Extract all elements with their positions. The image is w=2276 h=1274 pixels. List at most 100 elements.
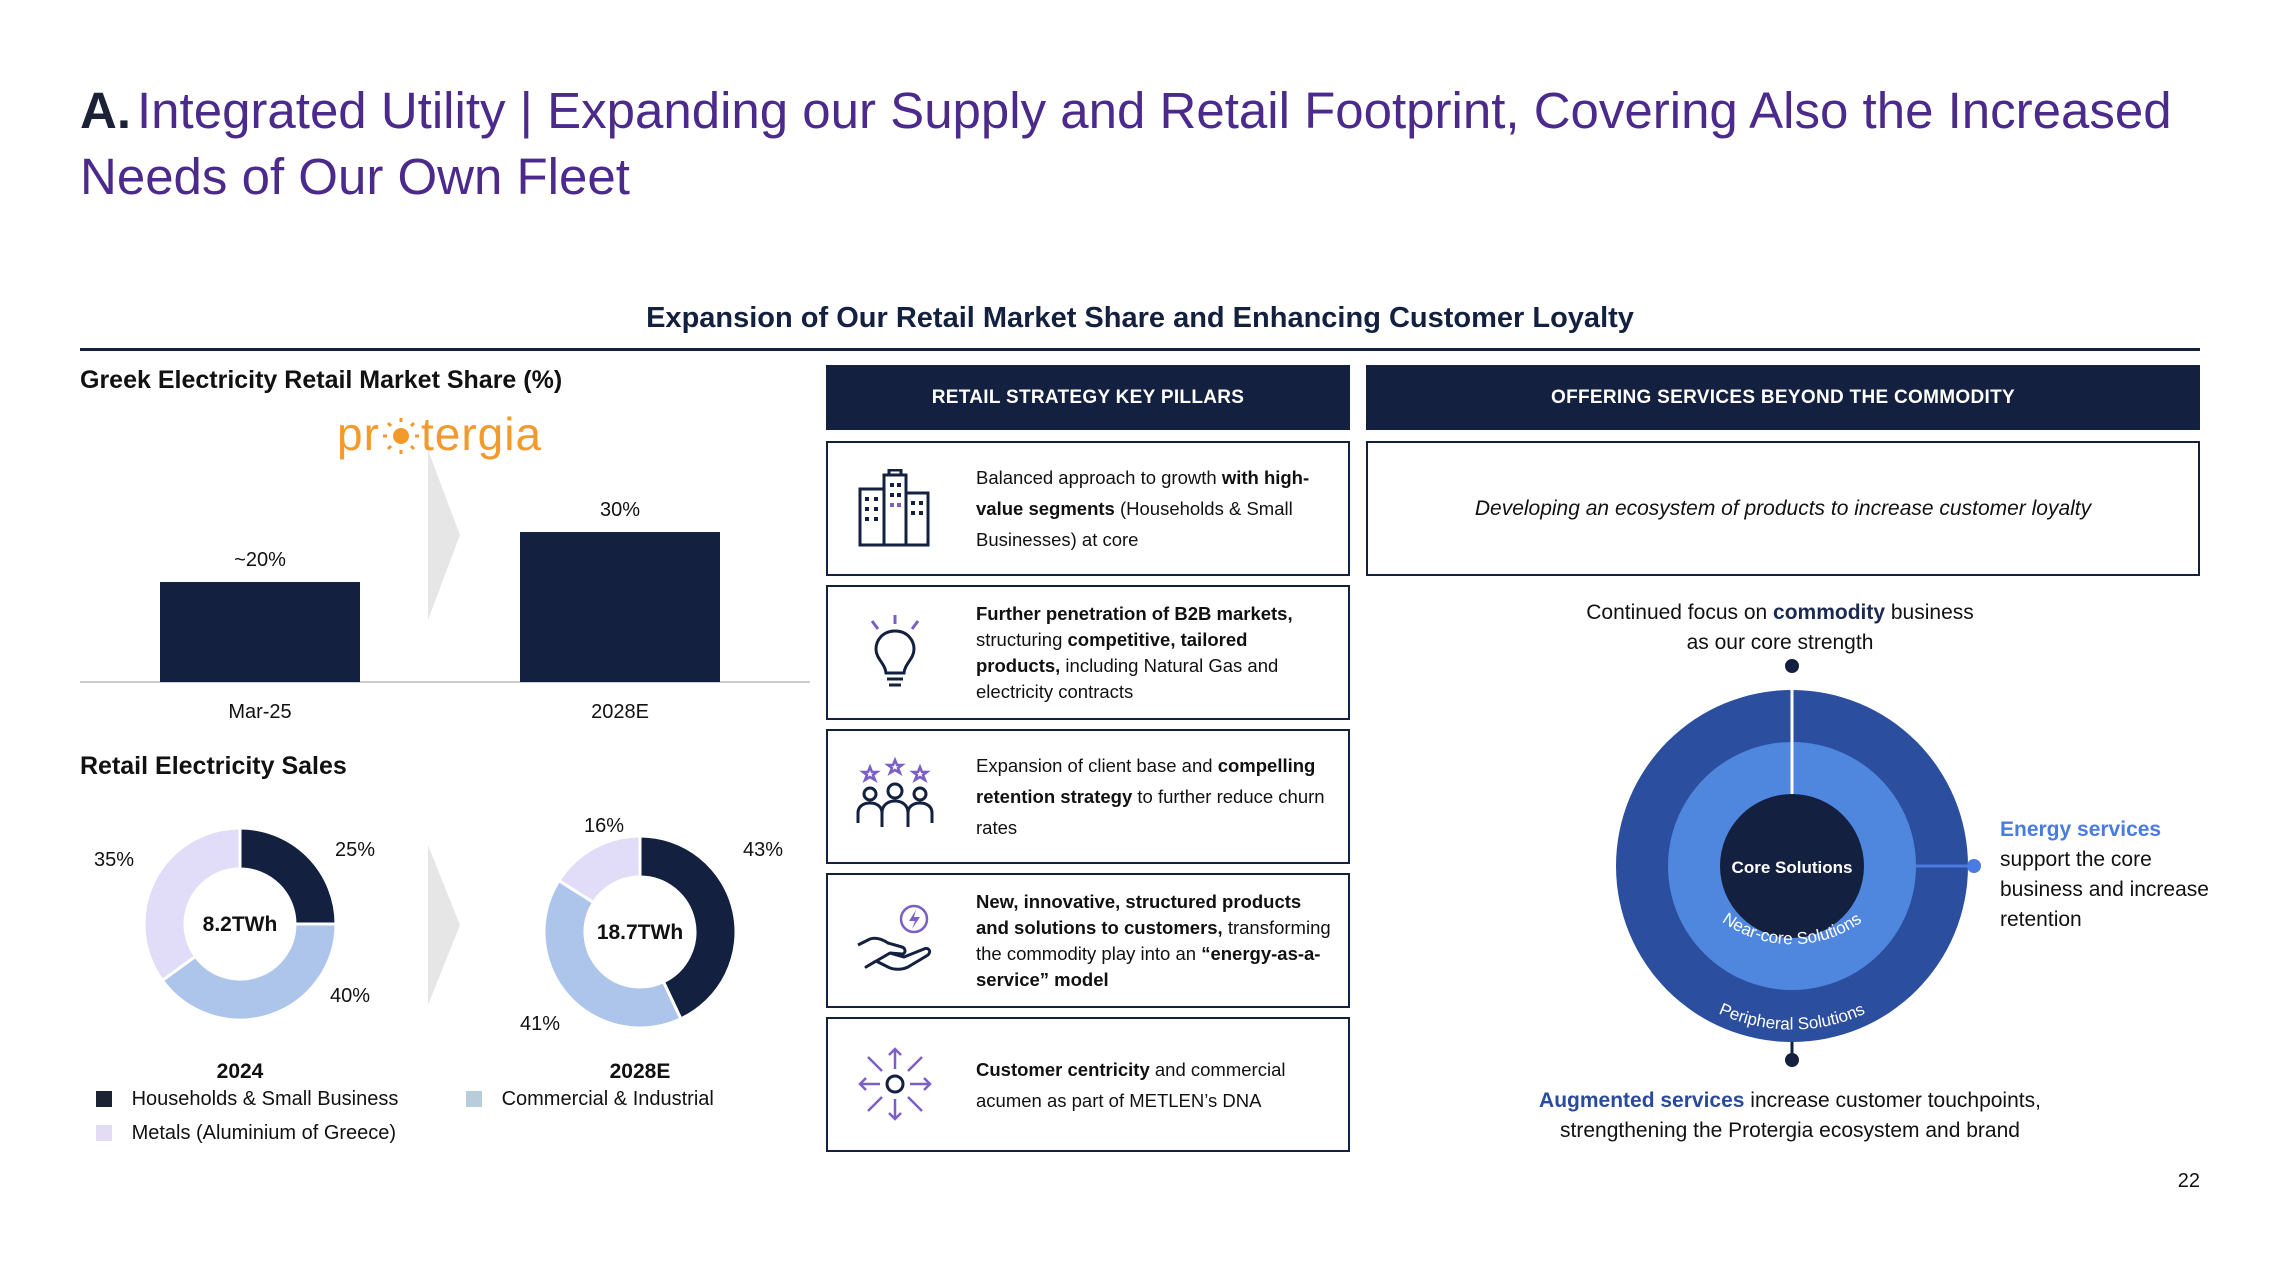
pillar-text-body: Expansion of client base and compelling … <box>976 750 1336 843</box>
pillar-text-bold: Further penetration of B2B markets, <box>976 602 1293 624</box>
pillar-text-regular: structuring <box>976 628 1068 650</box>
customer-centricity-icon <box>858 1047 932 1121</box>
donut-value-label: 35% <box>94 849 134 871</box>
donut-center-label: 18.7TWh <box>597 921 683 944</box>
title-text: Integrated Utility | Expanding our Suppl… <box>80 82 2172 205</box>
retail-sales-donut-charts: 8.2TWh 2024 25% 40% 35% 18.7TWh 2028E 43% 41% 16% <box>94 815 783 1083</box>
chevron-arrow-icon <box>428 845 460 1005</box>
connector-dot-top <box>1785 659 1799 673</box>
pillar-text: Customer centricity and commercial acume… <box>976 1019 1336 1150</box>
pillar-text-regular: Expansion of client base and <box>976 755 1218 776</box>
section-divider <box>80 348 2200 351</box>
slide-title: A. Integrated Utility | Expanding our Sup… <box>80 78 2230 210</box>
connector-dot-bottom <box>1785 1053 1799 1067</box>
energy-hand-icon <box>857 904 932 971</box>
augmented-services-label: Augmented services <box>1539 1089 1745 1112</box>
offering-description: Developing an ecosystem of products to i… <box>1366 441 2200 576</box>
core-circle <box>1720 794 1864 938</box>
bar-value-label: ~20% <box>234 549 286 571</box>
donut-center-label: 8.2TWh <box>203 913 278 936</box>
market-share-heading: Greek Electricity Retail Market Share (%… <box>80 366 563 394</box>
augmented-services-text: increase customer touchpoints, <box>1744 1089 2041 1112</box>
core-solutions-label: Core Solutions <box>1732 858 1853 877</box>
page-number: 22 <box>2177 1170 2200 1192</box>
pillar-card: Customer centricity and commercial acume… <box>826 1017 1350 1152</box>
energy-services-text: support the core business and increase r… <box>2000 848 2209 931</box>
augmented-services-note: Augmented services increase customer tou… <box>1470 1086 2110 1146</box>
energy-services-label: Energy services <box>2000 818 2162 841</box>
legend-label: Metals (Aluminium of Greece) <box>131 1122 397 1144</box>
customers-stars-icon <box>856 757 934 827</box>
pillar-text-bold: New, innovative, structured products and… <box>976 890 1302 938</box>
pillar-text-bold: competitive, tailored products, <box>976 628 1248 676</box>
pillar-text: Balanced approach to growth with high-va… <box>976 443 1336 574</box>
bar-2028E <box>520 532 720 682</box>
pillar-text-bold: Customer centricity <box>976 1058 1150 1080</box>
legend-item-commercial: Commercial & Industrial <box>466 1088 714 1111</box>
commodity-note-line2: as our core strength <box>1686 631 1874 654</box>
pillar-card: Further penetration of B2B markets, stru… <box>826 585 1350 720</box>
pillar-text-body: Balanced approach to growth with high-va… <box>976 462 1336 555</box>
solutions-circles-diagram: Core Solutions Near-core Solutions Perip… <box>1616 659 1981 1067</box>
donut-slice <box>542 878 683 1030</box>
pillar-text-regular: to further reduce churn rates <box>976 786 1325 838</box>
pillars-header: RETAIL STRATEGY KEY PILLARS <box>826 365 1350 430</box>
market-share-bar-chart: ~20% Mar-25 30% 2028E <box>80 450 810 723</box>
protergia-logo: pr tergia <box>337 406 557 477</box>
protergia-logo-graphic: pr tergia <box>337 408 542 460</box>
donut-slice <box>556 834 642 905</box>
commodity-note-text: business <box>1885 601 1974 624</box>
pillar-text-regular: and commercial acumen as part of METLEN’… <box>976 1058 1286 1111</box>
pillar-text: Expansion of client base and compelling … <box>976 731 1336 862</box>
donut-slice <box>142 826 242 983</box>
legend-item-metals: Metals (Aluminium of Greece) <box>96 1122 396 1145</box>
lightbulb-icon <box>870 615 920 687</box>
pillar-text-bold: with high-value segments <box>976 467 1310 519</box>
donut-value-label: 16% <box>584 815 624 837</box>
donut-slice <box>160 922 338 1022</box>
donut-year-label: 2028E <box>610 1060 671 1083</box>
bar-value-label: 30% <box>600 499 640 521</box>
pillar-text: Further penetration of B2B markets, stru… <box>976 587 1336 718</box>
section-heading: Expansion of Our Retail Market Share and… <box>646 302 1634 334</box>
augmented-services-line2: strengthening the Protergia ecosystem an… <box>1560 1119 2020 1142</box>
legend-item-households: Households & Small Business <box>96 1088 398 1111</box>
pillar-text-body: Customer centricity and commercial acume… <box>976 1054 1336 1116</box>
pillar-card: Balanced approach to growth with high-va… <box>826 441 1350 576</box>
pillar-text-regular: transforming the commodity play into an <box>976 916 1331 964</box>
pillar-text-regular: (Households & Small Businesses) at core <box>976 498 1293 550</box>
donut-value-label: 41% <box>520 1013 560 1035</box>
pillar-text-bold: “energy-as-a-service” model <box>976 942 1321 990</box>
bar-category-label: Mar-25 <box>228 701 291 723</box>
pillar-text-regular: Balanced approach to growth <box>976 467 1222 488</box>
pillar-card: Expansion of client base and compelling … <box>826 729 1350 864</box>
commodity-note: Continued focus on commodity business as… <box>1480 598 2080 658</box>
svg-text:pr: pr <box>337 408 380 460</box>
pillar-text-regular: including Natural Gas and electricity co… <box>976 654 1279 702</box>
connector-dot-right <box>1967 859 1981 873</box>
pillar-text-body: New, innovative, structured products and… <box>976 889 1336 993</box>
bar-category-label: 2028E <box>591 701 649 723</box>
chevron-arrow-icon <box>428 450 460 620</box>
pillar-text: New, innovative, structured products and… <box>976 875 1336 1006</box>
title-prefix: A. <box>80 82 131 139</box>
donut-value-label: 43% <box>743 839 783 861</box>
pillar-card: New, innovative, structured products and… <box>826 873 1350 1008</box>
commodity-note-bold: commodity <box>1773 601 1886 624</box>
donut-year-label: 2024 <box>217 1060 264 1083</box>
pillar-text-body: Further penetration of B2B markets, stru… <box>976 601 1336 705</box>
buildings-icon <box>858 469 930 547</box>
legend-label: Commercial & Industrial <box>501 1088 714 1110</box>
commodity-note-text: Continued focus on <box>1586 601 1774 624</box>
svg-text:tergia: tergia <box>421 408 542 460</box>
retail-sales-heading: Retail Electricity Sales <box>80 752 347 780</box>
energy-services-note: Energy services support the core busines… <box>2000 815 2210 935</box>
donut-slice <box>238 826 338 926</box>
donut-value-label: 25% <box>335 839 375 861</box>
bar-Mar-25 <box>160 582 360 682</box>
donut-slice <box>638 834 738 1021</box>
legend-swatch <box>96 1091 112 1107</box>
pillar-text-bold: compelling retention strategy <box>976 755 1316 807</box>
legend-swatch <box>466 1091 482 1107</box>
donut-value-label: 40% <box>330 985 370 1007</box>
